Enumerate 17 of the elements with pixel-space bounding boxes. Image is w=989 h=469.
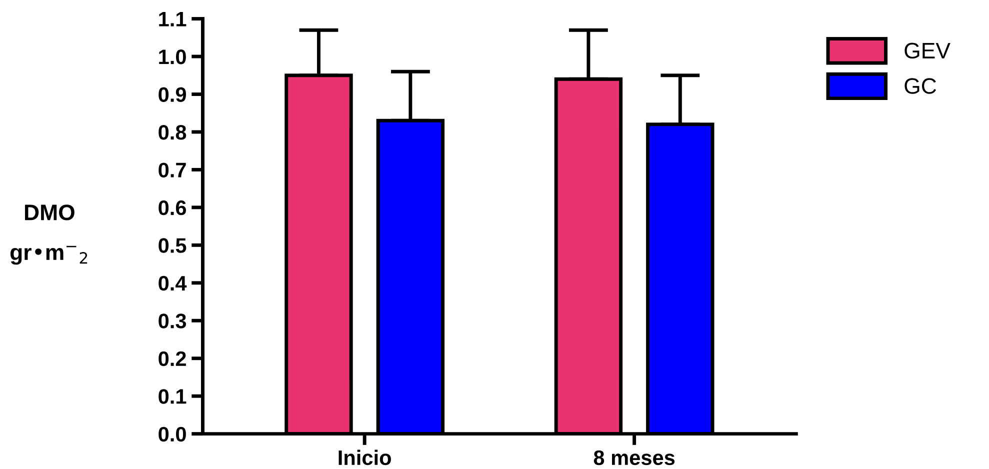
y-tick-label: 0.6 xyxy=(158,200,186,216)
y-tick-label: 0.4 xyxy=(158,276,187,291)
y-tick-label: 0.5 xyxy=(158,238,186,253)
y-tick-label: 0.3 xyxy=(158,314,186,328)
y-tick-label: 0.7 xyxy=(158,162,186,178)
legend-label: GC xyxy=(904,78,936,94)
y-tick-label: 1.1 xyxy=(159,12,186,26)
y-tick-label: 0.9 xyxy=(158,87,186,102)
text: DMO gr•m$^{−}$$_{2}$ xyxy=(10,204,88,265)
y-tick-label: 0.8 xyxy=(158,124,186,140)
y-tick-label: 0.2 xyxy=(158,351,186,366)
y-tick-label: 0.1 xyxy=(158,389,186,404)
legend-label: GEV xyxy=(904,42,950,59)
x-tick-label: 8 meses xyxy=(594,450,675,466)
y-tick-label: 1.0 xyxy=(159,49,186,64)
y-tick-label: 0.0 xyxy=(158,426,186,442)
x-tick-label: Inicio xyxy=(338,450,391,466)
